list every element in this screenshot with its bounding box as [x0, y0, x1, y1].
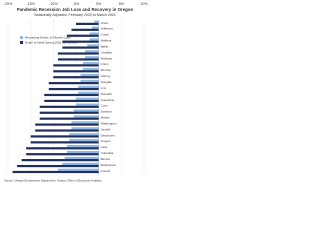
legend-swatch	[20, 36, 23, 39]
category-label: Coos	[101, 104, 109, 108]
bar	[62, 46, 99, 49]
bar	[89, 38, 99, 41]
bar	[30, 141, 99, 144]
bar	[66, 144, 99, 148]
bar	[80, 73, 99, 77]
category-label: Union	[101, 62, 109, 66]
bar	[62, 40, 99, 43]
x-tick-label: 0%	[96, 2, 102, 6]
bar	[62, 162, 99, 165]
bar	[85, 50, 99, 53]
bar	[35, 123, 99, 126]
bar	[76, 97, 99, 100]
category-label: Douglas	[101, 80, 113, 84]
x-tick-label: -5%	[73, 2, 80, 6]
bar	[53, 76, 99, 79]
category-label: Marion	[101, 116, 111, 120]
bar	[53, 64, 99, 67]
bar	[85, 56, 99, 59]
chart-subtitle: Seasonally Adjusted, February 2020 to Ma…	[34, 13, 116, 17]
bar	[44, 93, 99, 97]
category-label: Linn	[101, 86, 107, 90]
bar	[71, 28, 99, 31]
bar	[64, 156, 99, 160]
bar	[69, 133, 99, 136]
bar	[71, 127, 99, 130]
bar	[12, 170, 99, 174]
category-label: Crook	[101, 33, 110, 37]
x-tick-label: -15%	[26, 2, 35, 6]
bar	[66, 34, 99, 37]
bar	[35, 129, 99, 132]
bar	[26, 147, 99, 150]
category-label: Benton	[101, 157, 111, 161]
bar	[91, 26, 99, 29]
bar	[21, 159, 99, 162]
bar	[73, 115, 99, 118]
category-label: Columbia	[101, 151, 114, 155]
page: Pandemic Recession Job Loss and Recovery…	[0, 0, 150, 188]
bar	[78, 85, 99, 88]
bar	[80, 79, 99, 83]
bar	[82, 67, 99, 71]
bar	[26, 153, 99, 156]
x-tick-label: 5%	[119, 2, 125, 6]
category-label: Harney	[101, 74, 111, 78]
bar	[48, 87, 99, 91]
bar	[57, 168, 99, 171]
bar	[76, 22, 99, 25]
category-label: Grant	[101, 21, 109, 25]
category-label: Yamhill	[101, 127, 111, 131]
category-label: Oregon	[101, 139, 111, 143]
bar	[69, 139, 99, 142]
bar	[76, 103, 99, 106]
source-note: Source: Oregon Employment Department, Or…	[4, 179, 102, 183]
category-label: Umatilla	[101, 50, 112, 54]
category-label: Jackson	[101, 110, 112, 114]
chart: Pandemic Recession Job Loss and Recovery…	[0, 0, 150, 188]
x-tick-label: 10%	[140, 2, 148, 6]
bar	[94, 20, 99, 23]
category-label: Malheur	[101, 39, 112, 43]
category-label: Wallowa	[101, 56, 113, 60]
x-tick-label: -10%	[49, 2, 58, 6]
category-label: Jefferson	[101, 27, 114, 31]
legend-swatch	[20, 41, 23, 44]
bar	[57, 52, 99, 55]
bar	[44, 99, 99, 102]
legend-label: Depth of Initial Spring 2020 Job Losses	[25, 40, 78, 44]
category-label: Washington	[101, 121, 117, 125]
bar	[39, 117, 99, 120]
category-label: Baker	[101, 44, 109, 48]
chart-title: Pandemic Recession Job Loss and Recovery…	[17, 7, 134, 12]
category-label: Lincoln	[101, 169, 111, 173]
bar	[17, 164, 99, 168]
category-label: Multnomah	[101, 163, 116, 167]
bar	[57, 58, 99, 61]
bar	[39, 105, 99, 108]
x-tick-label: -20%	[4, 2, 13, 6]
category-label: Josephine	[101, 98, 115, 102]
category-label: Klamath	[101, 92, 112, 96]
bar	[87, 44, 99, 47]
category-label: Lane	[101, 145, 108, 149]
bar	[82, 62, 99, 65]
bar	[66, 150, 99, 154]
category-label: Deschutes	[101, 133, 116, 137]
bar	[78, 91, 99, 94]
bar	[30, 135, 99, 138]
bar	[53, 70, 99, 73]
bar	[73, 109, 99, 112]
bar	[89, 32, 99, 35]
bar	[39, 111, 99, 114]
bar	[48, 82, 99, 85]
category-label: Morrow	[101, 68, 112, 72]
legend-label: Remaining Deficit 12 Months Later	[25, 35, 71, 39]
bar	[71, 121, 99, 124]
